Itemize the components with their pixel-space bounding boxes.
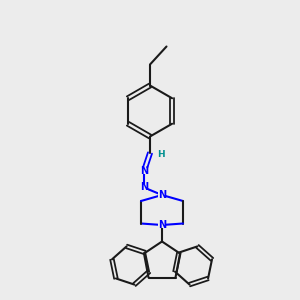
FancyBboxPatch shape bbox=[158, 192, 166, 198]
Text: N: N bbox=[140, 182, 148, 193]
FancyBboxPatch shape bbox=[158, 222, 166, 228]
Text: H: H bbox=[157, 150, 164, 159]
FancyBboxPatch shape bbox=[140, 168, 148, 174]
FancyBboxPatch shape bbox=[140, 184, 148, 191]
FancyBboxPatch shape bbox=[157, 152, 164, 158]
Text: N: N bbox=[158, 190, 166, 200]
Text: N: N bbox=[140, 166, 148, 176]
Text: N: N bbox=[158, 220, 166, 230]
